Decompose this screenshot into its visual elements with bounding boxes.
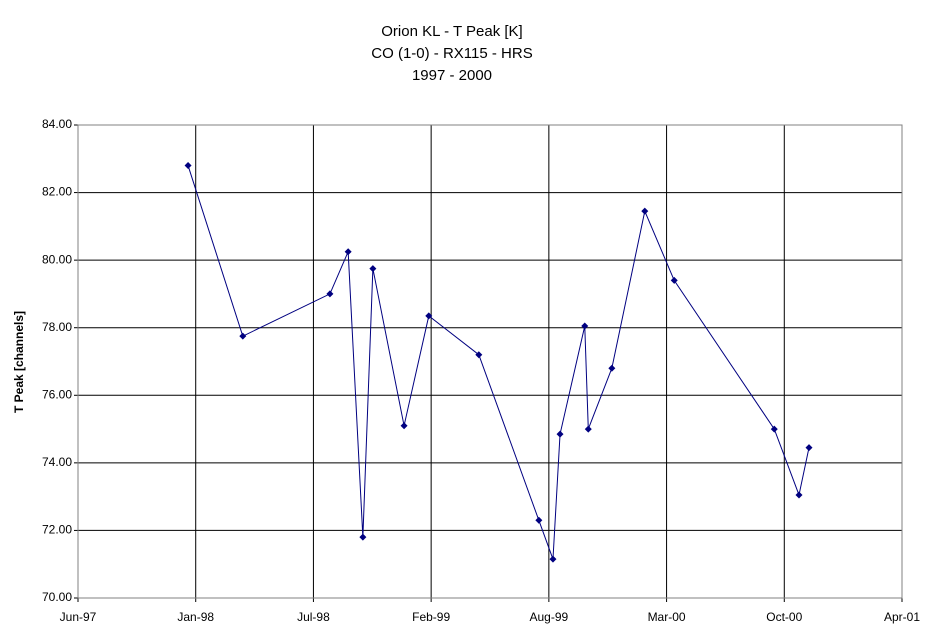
- series-line: [187, 165, 810, 560]
- y-tick-label: 80.00: [42, 252, 72, 266]
- y-tick-label: 84.00: [42, 117, 72, 131]
- data-point: [608, 364, 616, 372]
- data-point: [770, 425, 778, 433]
- x-tick-label: Mar-00: [648, 610, 686, 624]
- data-point: [239, 332, 247, 340]
- x-tick-label: Aug-99: [530, 610, 569, 624]
- chart-subtitle: CO (1-0) - RX115 - HRS: [371, 45, 532, 62]
- data-point: [326, 290, 334, 298]
- data-point: [359, 533, 367, 541]
- data-point: [556, 430, 564, 438]
- chart-title: Orion KL - T Peak [K]: [381, 23, 522, 40]
- data-point: [549, 555, 557, 563]
- data-point: [475, 351, 483, 359]
- y-tick-label: 74.00: [42, 455, 72, 469]
- y-tick-label: 78.00: [42, 320, 72, 334]
- y-tick-label: 82.00: [42, 185, 72, 199]
- data-point: [641, 207, 649, 215]
- data-point: [344, 248, 352, 256]
- x-tick-label: Feb-99: [412, 610, 450, 624]
- data-point: [400, 422, 408, 430]
- data-point: [670, 276, 678, 284]
- data-point: [535, 516, 543, 524]
- data-point: [581, 322, 589, 330]
- x-tick-label: Jul-98: [297, 610, 330, 624]
- chart-subtitle: 1997 - 2000: [412, 67, 492, 84]
- data-point: [184, 162, 192, 170]
- data-point: [584, 425, 592, 433]
- data-point: [795, 491, 803, 499]
- y-tick-label: 70.00: [42, 590, 72, 604]
- y-axis-label: T Peak [channels]: [12, 311, 26, 413]
- y-tick-label: 76.00: [42, 387, 72, 401]
- x-tick-label: Apr-01: [884, 610, 920, 624]
- data-point: [425, 312, 433, 320]
- x-tick-label: Oct-00: [766, 610, 802, 624]
- x-tick-label: Jun-97: [60, 610, 97, 624]
- x-tick-label: Jan-98: [177, 610, 214, 624]
- data-point: [805, 444, 813, 452]
- data-point: [369, 265, 377, 273]
- y-tick-label: 72.00: [42, 523, 72, 537]
- plot-border: [77, 124, 903, 599]
